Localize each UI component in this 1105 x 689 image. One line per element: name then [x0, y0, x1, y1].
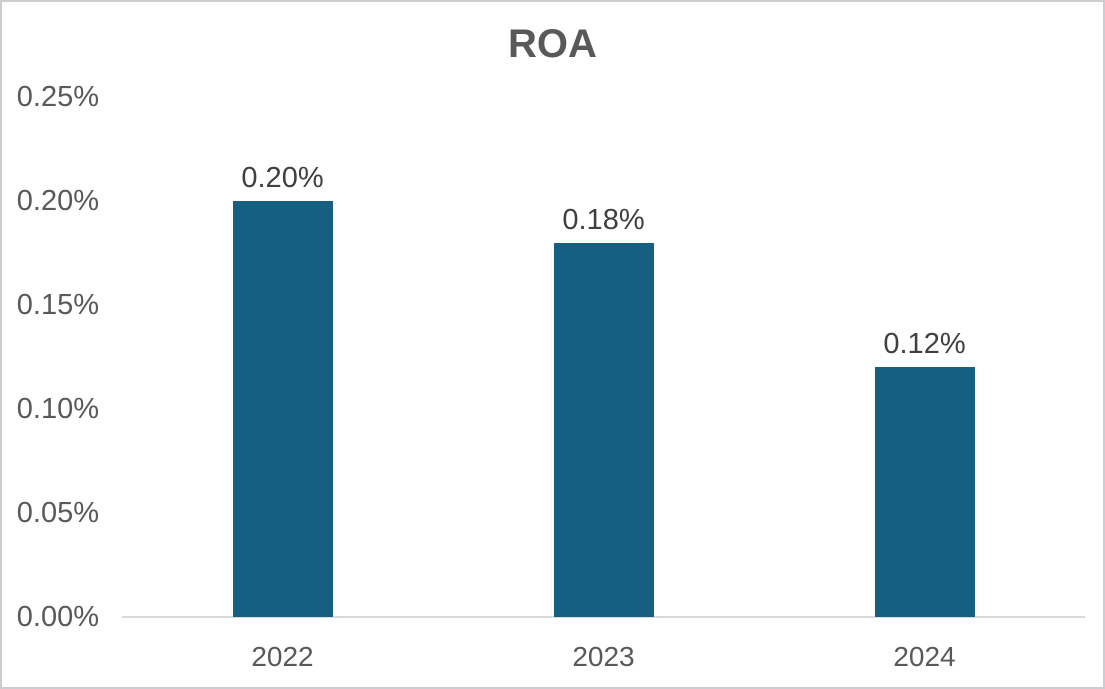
y-tick-label: 0.05%	[16, 497, 99, 529]
x-axis-label: 2024	[893, 641, 956, 672]
y-tick-label: 0.10%	[16, 393, 99, 425]
bar-2022[interactable]	[232, 201, 333, 617]
bar-2024[interactable]	[874, 367, 975, 617]
bar-2023[interactable]	[553, 243, 654, 617]
x-axis-label: 2023	[572, 641, 635, 672]
y-tick-label: 0.15%	[16, 289, 99, 321]
bar-value-label: 0.20%	[241, 162, 324, 194]
x-axis-line	[122, 616, 1085, 618]
y-tick-label: 0.00%	[16, 601, 99, 633]
chart-title: ROA	[508, 22, 597, 66]
y-tick-label: 0.25%	[16, 81, 99, 113]
x-axis-label: 2022	[251, 641, 314, 672]
y-tick-label: 0.20%	[16, 185, 99, 217]
bar-value-label: 0.18%	[562, 204, 645, 236]
bar-value-label: 0.12%	[883, 328, 966, 360]
